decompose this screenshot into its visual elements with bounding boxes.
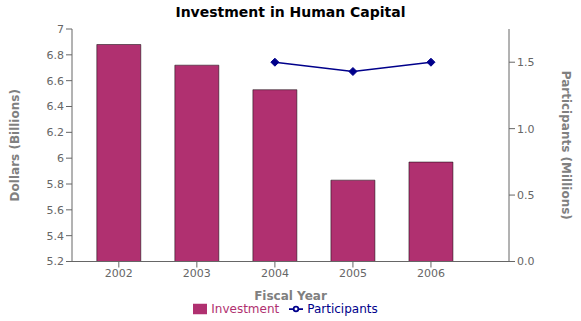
- svg-text:2003: 2003: [183, 267, 211, 280]
- svg-text:6.2: 6.2: [47, 126, 65, 139]
- html-text:Participants: Participants: [307, 301, 378, 316]
- svg-text:6: 6: [57, 152, 64, 165]
- svg-text:6.6: 6.6: [47, 75, 65, 88]
- svg-text:5.2: 5.2: [47, 255, 65, 268]
- svg-text:6.8: 6.8: [47, 49, 65, 62]
- svg-text:2002: 2002: [105, 267, 133, 280]
- svg-text:Participants (Millions): Participants (Millions): [559, 71, 573, 220]
- svg-text:2006: 2006: [417, 267, 445, 280]
- svg-text:1.5: 1.5: [517, 56, 535, 69]
- svg-text:Fiscal Year: Fiscal Year: [254, 289, 327, 303]
- svg-text:6.4: 6.4: [47, 100, 65, 113]
- svg-text:1.0: 1.0: [517, 123, 535, 136]
- svg-text:5.4: 5.4: [47, 230, 65, 243]
- svg-text:5.6: 5.6: [47, 204, 65, 217]
- svg-text:2004: 2004: [261, 267, 289, 280]
- svg-text:Dollars (Billions): Dollars (Billions): [8, 89, 22, 201]
- svg-text:7: 7: [57, 24, 64, 36]
- svg-text:0.0: 0.0: [517, 255, 535, 268]
- svg-text:0.5: 0.5: [517, 189, 535, 202]
- html-text:Investment in Human Capital: Investment in Human Capital: [175, 4, 406, 20]
- svg-text:2005: 2005: [339, 267, 367, 280]
- svg-text:5.8: 5.8: [47, 178, 65, 191]
- html-text:Investment: Investment: [211, 301, 280, 316]
